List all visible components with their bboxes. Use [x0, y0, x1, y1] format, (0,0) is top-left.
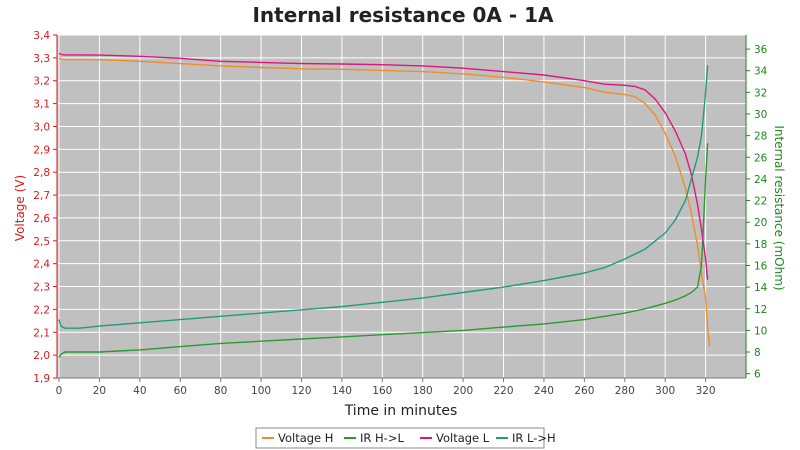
- y-right-tick-label: 10: [754, 325, 767, 337]
- legend-label: Voltage L: [436, 431, 490, 445]
- y-left-tick-label: 3,2: [33, 76, 50, 88]
- y-right-tick-label: 16: [754, 260, 768, 272]
- x-tick-label: 160: [372, 385, 392, 397]
- y-right-tick-label: 32: [754, 87, 767, 99]
- y-right-tick-label: 24: [754, 174, 768, 186]
- y-left-tick-label: 1,9: [33, 373, 50, 385]
- y-left-tick-label: 2,2: [33, 304, 50, 316]
- x-tick-label: 240: [534, 385, 554, 397]
- y-left-tick-label: 2,8: [33, 167, 50, 179]
- y-axis-label-right: Internal resistance (mOhm): [772, 125, 786, 290]
- right-axis: 6 8 10 12 14 16 18 20 22 24 26 28 30 32 34 36: [745, 35, 768, 381]
- x-tick-label: 220: [494, 385, 514, 397]
- y-right-tick-label: 36: [754, 44, 768, 56]
- y-right-tick-label: 12: [754, 304, 767, 316]
- x-tick-label: 60: [174, 385, 187, 397]
- x-tick-label: 280: [615, 385, 635, 397]
- y-left-tick-label: 3,1: [33, 99, 50, 111]
- legend-box: [255, 427, 545, 449]
- y-left-tick-label: 2,0: [33, 350, 50, 362]
- x-tick-label: 20: [93, 385, 106, 397]
- series-layer: [58, 52, 711, 358]
- y-right-tick-label: 22: [754, 196, 767, 208]
- legend-label: IR H->L: [360, 431, 404, 445]
- x-tick-label: 40: [133, 385, 146, 397]
- y-right-tick-label: 14: [754, 282, 768, 294]
- y-right-tick-label: 20: [754, 217, 767, 229]
- y-left-tick-label: 2,4: [33, 259, 50, 271]
- y-right-tick-label: 8: [754, 347, 761, 359]
- x-tick-label: 180: [413, 385, 433, 397]
- x-tick-label: 140: [332, 385, 352, 397]
- y-right-tick-label: 34: [754, 66, 768, 78]
- x-tick-label: 120: [291, 385, 311, 397]
- voltage-l-line: [58, 52, 709, 280]
- y-left-tick-label: 3,0: [33, 121, 50, 133]
- left-axis: 1,9 2,0 2,1 2,2 2,3 2,4 2,5 2,6 2,7 2,8 2,9 3,0 3,1 3…: [33, 30, 58, 385]
- y-right-tick-label: 26: [754, 152, 768, 164]
- y-right-tick-label: 30: [754, 109, 767, 121]
- legend-label: IR L->H: [512, 431, 556, 445]
- legend-label: Voltage H: [278, 431, 333, 445]
- x-axis: 0 20 40 60 80 100 120 140 160 180 200 220 240 260 280 3…: [56, 377, 746, 397]
- chart-title: Internal resistance 0A - 1A: [252, 3, 554, 27]
- y-axis-label-left: Voltage (V): [13, 175, 27, 241]
- x-tick-label: 0: [56, 385, 63, 397]
- y-left-tick-label: 3,3: [33, 53, 50, 65]
- y-right-tick-label: 6: [754, 369, 761, 381]
- y-left-tick-label: 2,6: [33, 213, 50, 225]
- y-right-tick-label: 18: [754, 239, 767, 251]
- y-left-tick-label: 2,9: [33, 144, 50, 156]
- x-axis-label: Time in minutes: [344, 403, 458, 419]
- x-tick-label: 320: [696, 385, 716, 397]
- voltage-h-line: [58, 57, 711, 347]
- legend: Voltage H IR H->L Voltage L IR L->H: [255, 427, 556, 449]
- y-right-tick-label: 28: [754, 131, 767, 143]
- ir-h-to-l-line: [58, 143, 709, 358]
- x-tick-label: 80: [214, 385, 227, 397]
- ir-l-to-h-line: [58, 65, 709, 329]
- x-tick-label: 300: [655, 385, 675, 397]
- y-left-tick-label: 3,4: [33, 30, 50, 42]
- y-left-tick-label: 2,5: [33, 236, 50, 248]
- y-left-tick-label: 2,1: [33, 327, 50, 339]
- x-tick-label: 260: [574, 385, 594, 397]
- y-left-tick-label: 2,7: [33, 190, 50, 202]
- y-left-tick-label: 2,3: [33, 282, 50, 294]
- x-tick-label: 100: [251, 385, 271, 397]
- x-tick-label: 200: [453, 385, 473, 397]
- plot-area: [57, 35, 746, 378]
